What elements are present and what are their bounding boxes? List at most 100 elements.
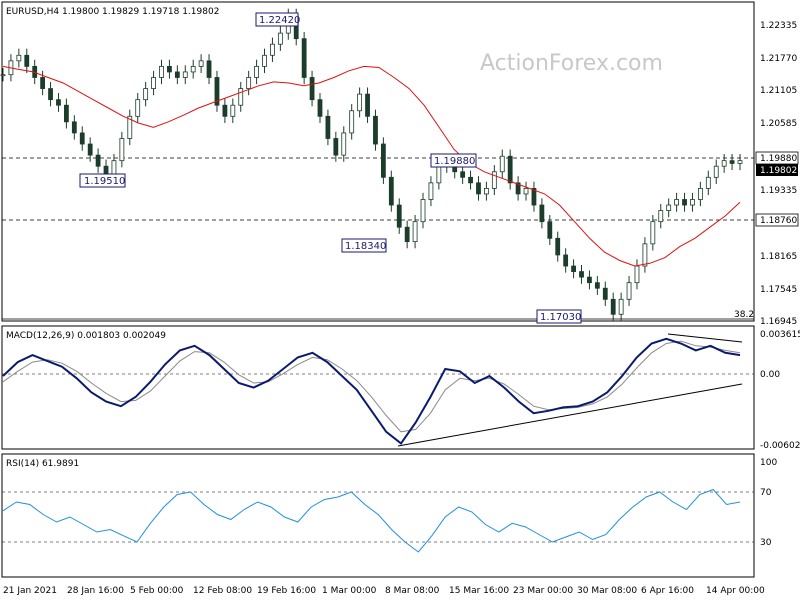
candle-body [222,104,228,117]
price-tick-label: 1.21105 [760,86,797,96]
x-tick-label: 15 Mar 16:00 [449,586,509,596]
x-tick-label: 14 Apr 00:00 [706,586,765,596]
candle-body [428,182,434,200]
candle-body [254,65,259,78]
annotation-label: 1.17030 [540,312,581,323]
rsi-panel-frame [1,453,755,578]
x-tick-label: 12 Feb 08:00 [193,586,252,596]
annotation-label: 1.19880 [434,156,475,167]
watermark: ActionForex.com [480,51,663,76]
candle-body [167,65,172,73]
x-tick-label: 5 Feb 00:00 [130,586,184,596]
candle-body [277,32,283,45]
x-tick-label: 19 Feb 16:00 [257,586,316,596]
candle-body [206,60,212,78]
fib-label: 38.2 [734,310,754,320]
candle-body [579,271,584,278]
candle-body [729,160,735,164]
x-tick-label: 8 Mar 08:00 [385,586,440,596]
candle-body [365,93,370,117]
candle-body [0,74,6,77]
candle-body [484,187,489,195]
candle-body [491,171,497,189]
candle-body [317,99,323,117]
candle-body [270,43,275,56]
candle-body [159,65,164,78]
candle-body [262,54,267,67]
candle-body [246,77,252,89]
annotation-box [341,238,387,253]
candle-body [182,71,188,78]
candle-body [349,110,355,134]
candle-body [531,187,537,206]
price-tick-label: 1.18165 [760,252,797,262]
annotation-box [536,309,582,324]
annotation-label: 1.18340 [345,241,386,252]
candle-body [48,88,53,101]
annotation-1.19510: 1.19510 [79,173,126,188]
candle-body [119,138,125,162]
x-tick-label: 1 Mar 00:00 [322,586,377,596]
last-price-tag-box [756,164,798,176]
candle-body [658,210,664,223]
price-tick-label: 1.22335 [760,21,797,31]
rsi-title: RSI(14) 61.9891 [6,459,79,469]
annotation-label: 1.22420 [259,15,300,26]
x-axis: 21 Jan 2021 28 Jan 16:00 5 Feb 00:00 12 … [3,586,765,596]
candle-body [198,60,204,67]
candle-body [404,226,410,243]
candle-body [412,221,418,243]
candle-body [79,132,85,145]
macd-trendline-resistance [667,333,743,343]
rsi-line [2,488,741,553]
candle-body [642,243,648,267]
candle-body [587,276,592,284]
macd-panel-frame [1,325,755,450]
candle-body [63,104,69,123]
candle-body [539,204,545,223]
candle-body [682,199,687,206]
candle-body [214,77,220,106]
candle-series [0,8,743,321]
price-tick-label: 1.20585 [760,119,797,129]
price-tick-label: 1.21770 [760,54,797,64]
candle-body [476,182,481,195]
candle-body [71,121,77,134]
price-y-axis: 1.22335 1.21770 1.21105 1.20585 1.19335 … [760,21,797,327]
candle-body [135,99,141,117]
annotation-box [430,153,477,168]
candle-body [737,160,743,164]
price-tick-label: 1.16945 [760,317,797,327]
moving-average-line [2,65,741,267]
candle-body [111,160,117,175]
candle-body [460,171,466,178]
candle-body [650,221,656,245]
macd-tick-label: 0.00 [760,370,780,380]
level-tag-box [755,213,799,227]
candle-body [436,165,442,184]
candle-body [666,204,672,211]
x-tick-label: 23 Mar 00:00 [513,586,573,596]
macd-trendline-support [397,383,743,447]
candle-body [721,160,727,167]
candle-body [16,54,22,62]
candle-body [396,204,402,228]
price-tick-label: 1.19335 [760,186,797,196]
candle-body [341,132,347,156]
candle-body [238,88,244,106]
candle-body [190,65,196,73]
candle-body [547,221,553,239]
candle-body [674,199,680,206]
candle-body [618,298,624,315]
macd-tick-label: -0.006026 [760,441,800,451]
candle-body [515,182,521,195]
level-tag-label: 1.18760 [760,216,797,226]
candle-body [103,165,109,175]
candle-body [468,176,473,184]
x-tick-label: 28 Jan 16:00 [67,586,124,596]
price-panel-frame [1,1,755,322]
candle-body [499,155,505,173]
candle-body [690,199,695,206]
price-tick-label: 1.17545 [760,285,797,295]
candle-body [230,104,236,117]
